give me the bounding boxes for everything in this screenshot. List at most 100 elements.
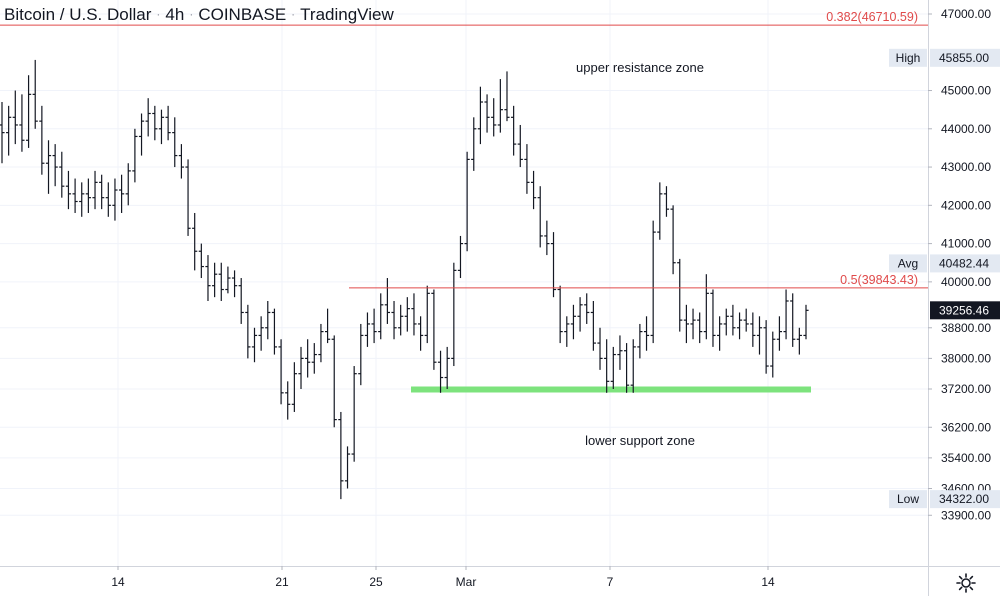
ohlc-bar [285, 381, 291, 420]
price-tick-label: 35400.00 [941, 451, 991, 465]
ohlc-bar [504, 71, 510, 122]
ohlc-bar [344, 446, 351, 489]
price-tick-label: 42000.00 [941, 198, 991, 212]
interval-label[interactable]: 4h [165, 5, 185, 24]
ohlc-bar [112, 178, 118, 221]
ohlc-bar [258, 316, 264, 351]
price-tick-label: 40000.00 [941, 275, 991, 289]
ohlc-bar [125, 163, 131, 206]
ohlc-bar [690, 308, 696, 340]
gear-icon[interactable] [955, 572, 977, 594]
ohlc-bar [584, 293, 590, 324]
ohlc-bar [637, 323, 643, 359]
ohlc-bar [138, 113, 145, 156]
ohlc-bar [630, 339, 636, 393]
ohlc-bar [803, 304, 809, 340]
ohlc-bar [404, 297, 410, 332]
ohlc-bar [19, 94, 25, 152]
price-tag-value: 39256.46 [939, 303, 989, 317]
ohlc-bar [59, 151, 65, 198]
ohlc-bar [351, 366, 357, 462]
fib-levels: 0.382(46710.59) 0.5(39843.43) [0, 10, 928, 289]
ohlc-bar [172, 117, 178, 168]
ohlc-bar [743, 308, 749, 332]
ohlc-bar [0, 102, 5, 164]
ohlc-bar [132, 128, 138, 183]
price-tick-label: 43000.00 [941, 160, 991, 174]
ohlc-bar [604, 339, 610, 393]
ohlc-bar [105, 182, 111, 217]
ohlc-bar [717, 316, 723, 351]
ohlc-bar [710, 289, 716, 347]
price-tag-value: 34322.00 [939, 492, 989, 506]
price-tag-bg [889, 48, 927, 67]
ohlc-bar [511, 105, 517, 156]
price-tag-value: 45855.00 [939, 51, 989, 65]
ohlc-bar [311, 343, 317, 374]
ohlc-bar [364, 312, 371, 347]
ohlc-bar [776, 316, 783, 351]
time-tick-label: 25 [369, 575, 383, 589]
time-axis[interactable]: 14 21 25 Mar 7 14 [111, 566, 775, 589]
ohlc-bar [723, 308, 729, 336]
ohlc-bar [677, 258, 683, 332]
chart-title: Bitcoin / U.S. Dollar · 4h · COINBASE · Tradin… [4, 5, 394, 25]
ohlc-bar [517, 124, 523, 168]
ohlc-bar [391, 300, 397, 340]
annotation-text: lower support zone [585, 433, 695, 448]
price-tick-label: 37200.00 [941, 382, 991, 396]
ohlc-bar [205, 255, 211, 301]
ohlc-bar [198, 243, 204, 279]
fib-label: 0.382(46710.59) [826, 10, 918, 24]
ohlc-bar [437, 350, 444, 393]
ohlc-bar [763, 320, 769, 374]
ohlc-bar [524, 144, 530, 194]
price-axis[interactable]: 47000.00 High 45855.00 45000.00 44000.00 4300… [889, 7, 1000, 522]
ohlc-bar [736, 312, 743, 340]
price-tick-label: 44000.00 [941, 122, 991, 136]
ohlc-bar [703, 274, 709, 340]
ohlc-bar [212, 262, 218, 298]
ohlc-bar [617, 335, 623, 370]
ohlc-bar [185, 159, 191, 236]
symbol-name[interactable]: Bitcoin / U.S. Dollar [4, 5, 152, 24]
ohlc-bar [79, 182, 85, 217]
ohlc-bar [570, 304, 577, 340]
ohlc-bar [471, 117, 477, 171]
ohlc-bar [557, 285, 563, 344]
ohlc-bar [750, 312, 756, 347]
ohlc-bar [6, 105, 12, 156]
price-tag-name: High [896, 51, 921, 65]
ohlc-bar [85, 178, 91, 213]
ohlc-bar [730, 304, 736, 336]
ohlc-bar [384, 278, 390, 324]
ohlc-bar [25, 75, 32, 148]
ohlc-bar [165, 105, 171, 141]
price-tag-bg [889, 490, 927, 509]
ohlc-bar [145, 98, 151, 137]
ohlc-bar [265, 300, 271, 340]
ohlc-bar [378, 293, 384, 340]
ohlc-bar [683, 304, 689, 344]
ohlc-bar [790, 293, 796, 347]
ohlc-bar [411, 293, 417, 336]
fib-label: 0.5(39843.43) [840, 273, 918, 287]
price-tag-name: Low [897, 492, 919, 506]
ohlc-bar [623, 343, 630, 393]
ohlc-bar [590, 300, 596, 351]
ohlc-bar [331, 335, 337, 428]
ohlc-bar [251, 327, 258, 363]
ohlc-bar [305, 339, 311, 378]
ohlc-bar [550, 232, 557, 298]
title-separator: · [156, 7, 161, 21]
support-zone [411, 386, 811, 393]
ohlc-bar [398, 304, 404, 336]
ohlc-bar [99, 174, 105, 210]
ohlc-bar [610, 346, 616, 389]
price-tick-label: 33900.00 [941, 508, 991, 522]
ohlc-bar [32, 59, 38, 129]
ohlc-bar [530, 170, 537, 210]
ohlc-bar [39, 105, 45, 175]
